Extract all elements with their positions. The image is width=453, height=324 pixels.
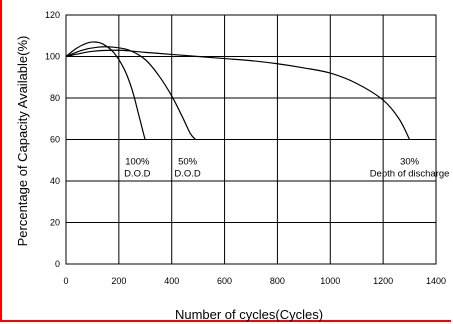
series-line [65,41,146,140]
x-tick-label: 200 [111,276,126,286]
x-tick-labels: 0 200 400 600 800 1000 1200 1400 [63,276,446,286]
series-line [65,46,196,140]
series-lines [65,41,411,140]
x-tick-label: 400 [164,276,179,286]
x-tick-label: 600 [217,276,232,286]
y-tick-label: 0 [55,259,60,269]
y-tick-label: 120 [45,10,60,20]
series-line [65,49,411,140]
x-tick-label: 1200 [373,276,393,286]
grid [65,14,437,265]
x-axis-label: Number of cycles(Cycles) [175,307,323,322]
series-annotation-text: Depth of discharge [370,168,450,179]
y-tick-label: 60 [50,135,60,145]
y-tick-label: 80 [50,93,60,103]
series-annotation-text: 30% [400,156,420,167]
x-tick-label: 1000 [320,276,340,286]
series-annotation-text: 50% [178,156,198,167]
series-annotations: 100%D.O.D50%D.O.D30%Depth of discharge [124,156,449,179]
series-annotation-text: 100% [125,156,150,167]
y-axis-label: Percentage of Capacity Available(%) [15,36,30,247]
x-tick-label: 1400 [426,276,446,286]
series-annotation-text: D.O.D [174,168,201,179]
y-tick-label: 40 [50,176,60,186]
y-tick-label: 100 [45,52,60,62]
plot-frame [65,14,437,265]
x-tick-label: 0 [63,276,68,286]
y-tick-labels: 0 20 40 60 80 100 120 [45,10,60,269]
y-tick-label: 20 [50,218,60,228]
x-tick-label: 800 [270,276,285,286]
series-annotation-text: D.O.D [124,168,151,179]
